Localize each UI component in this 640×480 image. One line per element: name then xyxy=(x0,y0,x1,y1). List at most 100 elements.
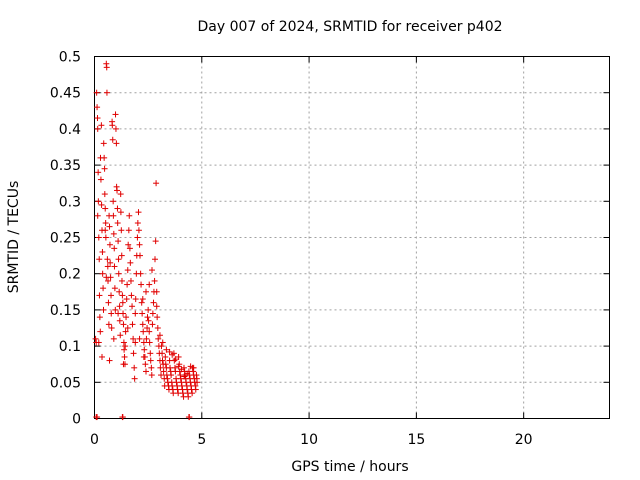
data-point xyxy=(95,169,102,176)
data-point xyxy=(105,277,112,284)
data-point xyxy=(106,357,113,364)
data-point xyxy=(178,366,185,373)
data-point xyxy=(110,335,117,342)
data-point xyxy=(110,212,117,219)
data-point xyxy=(168,372,175,379)
data-point xyxy=(149,321,156,328)
data-point xyxy=(163,346,170,353)
data-point xyxy=(190,364,197,371)
data-point xyxy=(159,350,166,357)
data-point xyxy=(103,274,110,281)
data-point xyxy=(94,414,101,421)
data-point xyxy=(131,375,138,382)
data-point xyxy=(175,363,182,370)
data-point xyxy=(137,270,144,277)
y-tick-label: 0 xyxy=(72,412,81,428)
data-point xyxy=(101,165,108,172)
data-point xyxy=(148,372,155,379)
y-tick-label: 0.4 xyxy=(59,122,81,138)
data-point xyxy=(149,267,156,274)
data-point xyxy=(100,285,107,292)
data-point xyxy=(125,241,132,248)
data-point xyxy=(147,357,154,364)
x-tick-label: 0 xyxy=(90,432,99,448)
data-point xyxy=(146,281,153,288)
data-point xyxy=(114,220,121,227)
data-point xyxy=(96,292,103,299)
data-point xyxy=(156,332,163,339)
x-tick-label: 10 xyxy=(300,432,318,448)
data-point xyxy=(119,299,126,306)
data-point xyxy=(101,154,108,161)
data-point xyxy=(117,332,124,339)
data-point xyxy=(95,234,102,241)
data-point xyxy=(101,191,108,198)
data-point xyxy=(144,314,151,321)
data-point xyxy=(158,343,165,350)
data-point xyxy=(126,245,133,252)
data-point xyxy=(122,328,129,335)
data-point xyxy=(98,201,105,208)
data-point xyxy=(124,325,131,331)
data-point xyxy=(120,361,127,368)
data-point xyxy=(131,364,138,371)
y-tick-label: 0.2 xyxy=(59,267,81,283)
data-point xyxy=(184,370,191,377)
data-point xyxy=(96,314,103,321)
data-point xyxy=(139,296,146,303)
data-point xyxy=(180,364,187,371)
data-point xyxy=(115,238,122,245)
plot-frame xyxy=(94,56,610,419)
data-point xyxy=(144,325,151,331)
data-point xyxy=(122,343,129,350)
data-point xyxy=(145,317,152,324)
data-point xyxy=(102,205,109,212)
data-point xyxy=(157,364,164,371)
data-point xyxy=(169,351,176,358)
data-point xyxy=(118,227,125,234)
data-point xyxy=(150,299,157,306)
data-point xyxy=(127,259,134,266)
data-point xyxy=(111,245,118,252)
data-point xyxy=(93,89,100,96)
data-point xyxy=(158,372,165,379)
data-point xyxy=(125,227,132,234)
data-point xyxy=(132,296,139,303)
y-tick-label: 0.1 xyxy=(59,339,81,355)
data-point xyxy=(98,122,105,129)
data-point xyxy=(135,209,142,216)
data-point xyxy=(111,285,118,292)
data-point xyxy=(100,306,107,313)
data-point xyxy=(95,339,102,346)
data-point xyxy=(166,348,173,355)
data-point xyxy=(189,390,196,397)
data-point xyxy=(187,363,194,370)
data-point xyxy=(132,339,139,346)
data-point xyxy=(121,346,128,353)
data-point xyxy=(152,256,159,263)
data-point xyxy=(153,288,160,295)
data-point xyxy=(102,220,109,227)
data-point xyxy=(138,299,145,306)
data-point xyxy=(110,198,117,205)
data-point xyxy=(143,335,150,342)
data-point xyxy=(140,353,147,360)
data-point xyxy=(116,288,123,295)
data-point xyxy=(146,328,153,335)
data-point xyxy=(130,350,137,357)
data-point xyxy=(162,353,169,360)
data-point xyxy=(135,227,142,234)
data-point xyxy=(127,277,134,284)
data-point xyxy=(143,368,149,375)
data-point xyxy=(100,140,107,147)
y-axis-label: SRMTID / TECUs xyxy=(6,181,22,294)
data-point xyxy=(110,230,117,237)
data-point xyxy=(185,393,192,400)
data-point xyxy=(94,212,101,219)
data-point xyxy=(145,306,152,313)
data-point xyxy=(115,310,122,317)
data-point xyxy=(94,104,101,111)
data-point xyxy=(97,176,104,183)
data-point xyxy=(120,321,127,328)
data-point xyxy=(112,306,119,313)
